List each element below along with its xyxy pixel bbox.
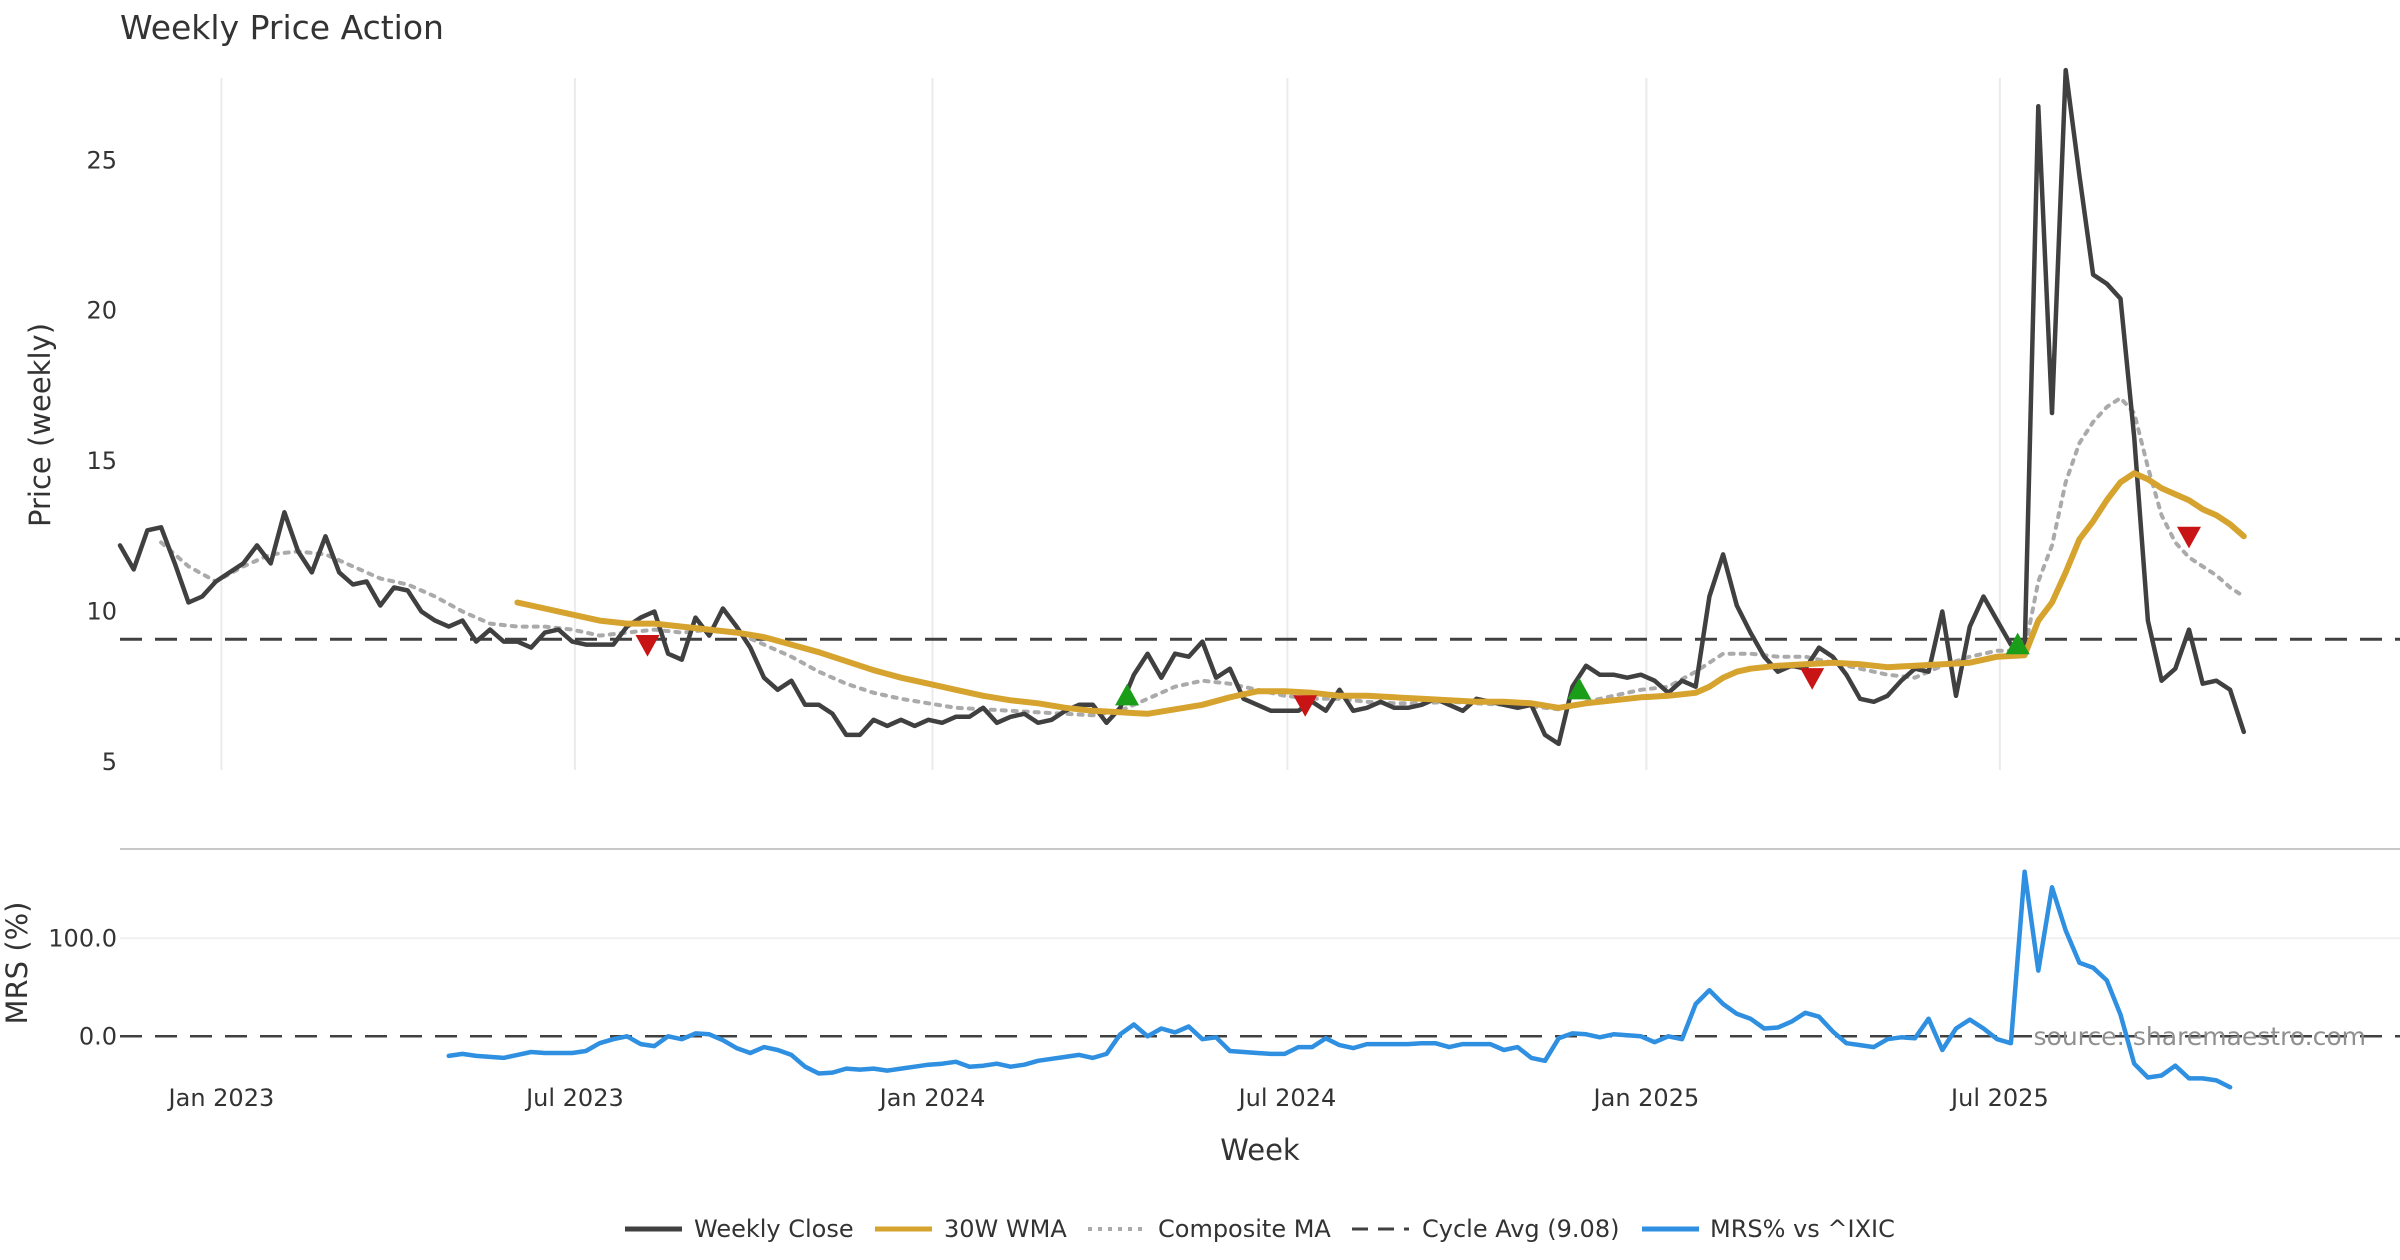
price-y-tick-label: 5	[102, 748, 117, 776]
x-tick-label: Jan 2025	[1592, 1084, 1700, 1112]
sell-signal-marker	[2176, 526, 2201, 549]
buy-signal-marker	[1115, 683, 1140, 706]
buy-signal-marker	[1567, 677, 1592, 700]
mrs-y-tick-label: 0.0	[79, 1022, 117, 1050]
x-axis-label: Week	[1220, 1133, 1300, 1167]
legend-label-mrs: MRS% vs ^IXIC	[1710, 1215, 1895, 1243]
price-y-tick-label: 15	[86, 447, 117, 475]
x-tick-label: Jan 2023	[167, 1084, 275, 1112]
sell-signal-marker	[1293, 695, 1318, 717]
price-y-tick-label: 10	[86, 598, 117, 626]
mrs-y-tick-label: 100.0	[48, 924, 117, 952]
axis-ticks: Jan 2023 Jul 2023 Jan 2024 Jul 2024 Jan 2025…	[48, 146, 2048, 1112]
x-tick-label: Jul 2025	[1949, 1084, 2049, 1112]
30w-wma-line	[514, 470, 2247, 717]
price-y-axis-label: Price (weekly)	[23, 323, 57, 527]
price-y-tick-label: 25	[86, 146, 117, 174]
buy-signal-marker	[2005, 632, 2030, 655]
mrs-line	[446, 869, 2233, 1090]
sell-signal-marker	[1800, 668, 1825, 690]
legend-label-cycle-avg: Cycle Avg (9.08)	[1422, 1215, 1619, 1243]
weekly-close-line	[117, 67, 2247, 747]
mrs-y-axis-label: MRS (%)	[0, 902, 34, 1025]
x-tick-label: Jan 2024	[878, 1084, 986, 1112]
legend-label-weekly-close: Weekly Close	[694, 1215, 854, 1243]
x-tick-label: Jul 2023	[524, 1084, 624, 1112]
legend-label-composite-ma: Composite MA	[1158, 1215, 1331, 1243]
legend-label-30w-wma: 30W WMA	[944, 1215, 1067, 1243]
source-watermark: source: sharemaestro.com	[2034, 1022, 2367, 1051]
legend: Weekly Close 30W WMA Composite MA Cycle …	[625, 1215, 1895, 1243]
x-tick-label: Jul 2024	[1237, 1084, 1337, 1112]
sell-signal-marker	[635, 635, 660, 657]
series-lines	[117, 67, 2400, 1090]
chart-title: Weekly Price Action	[120, 8, 444, 47]
price-y-tick-label: 20	[86, 297, 117, 325]
signal-markers	[635, 526, 2201, 717]
